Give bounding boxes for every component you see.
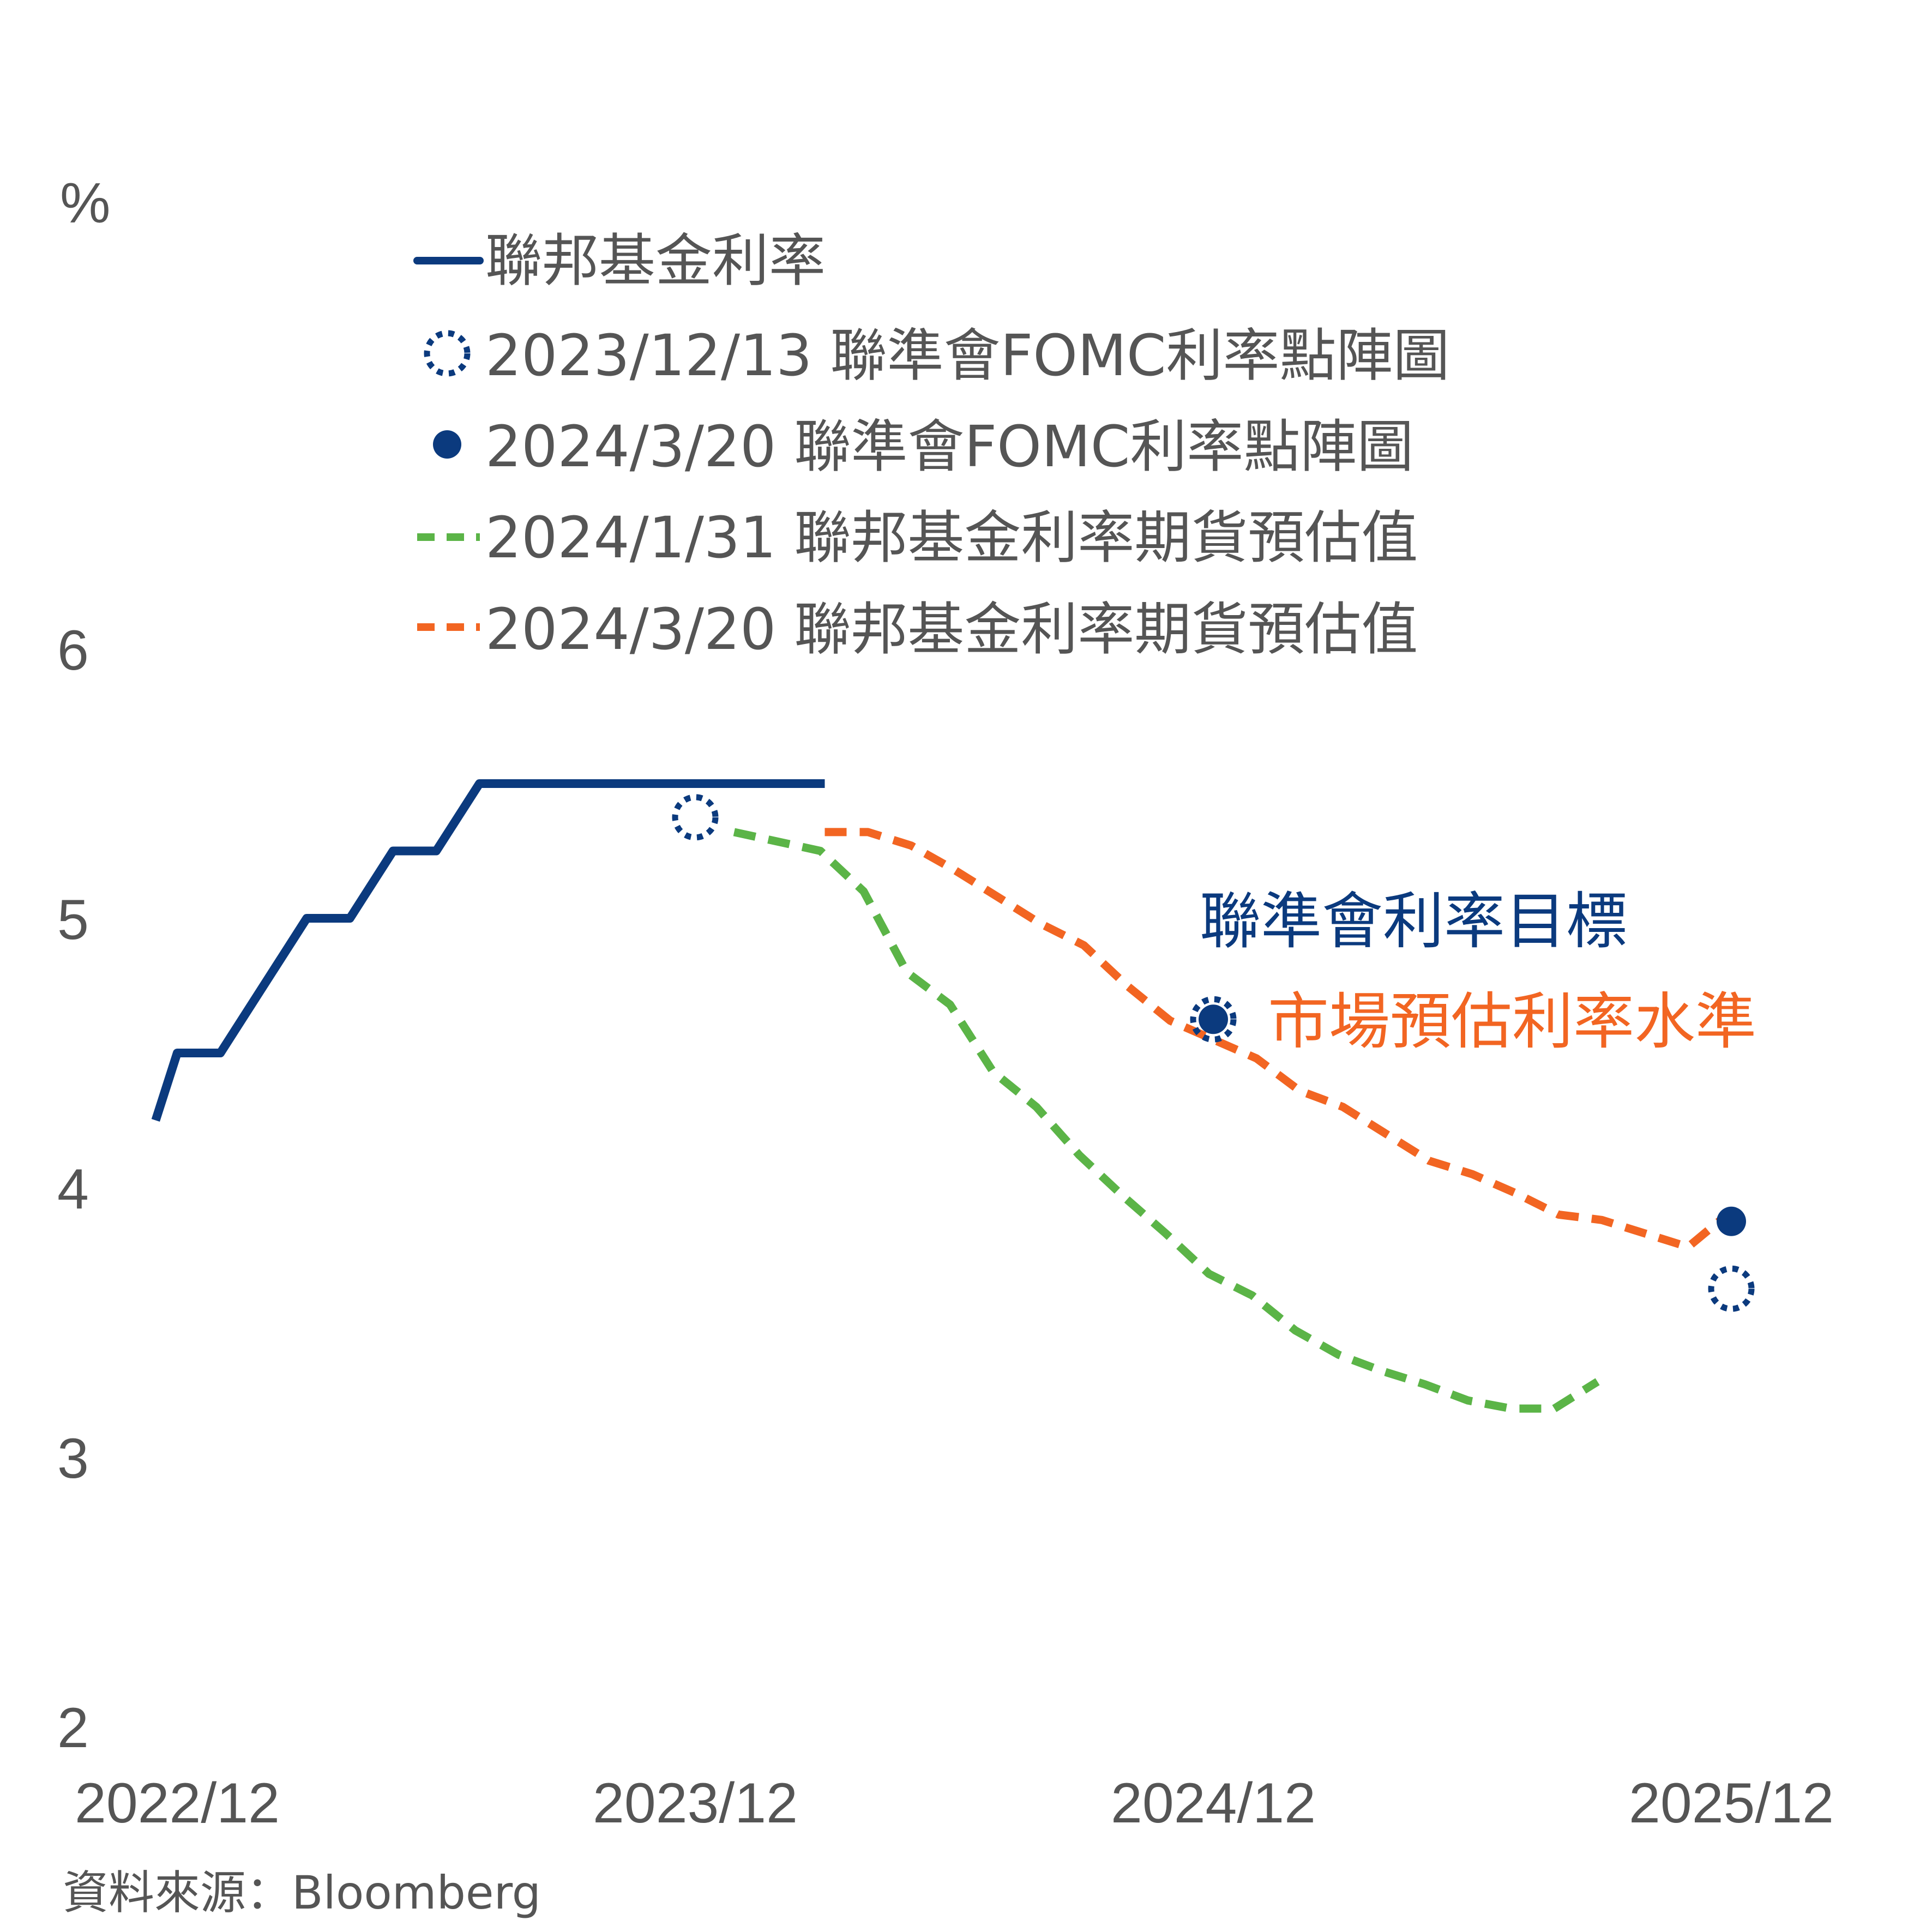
y-tick-label: 2	[57, 1696, 89, 1760]
y-tick-label: 6	[57, 619, 89, 682]
annotation-fed-target: 聯準會利率目標	[1200, 886, 1627, 957]
plot-dots	[672, 794, 1755, 1312]
series-line-1	[733, 828, 1600, 1413]
legend: 聯邦基金利率 2023/12/13 聯準會FOMC利率點陣圖 2024/3/20…	[413, 227, 1450, 663]
x-tick-labels: 2022/12 2023/12 2024/12 2025/12	[75, 1772, 1834, 1835]
x-tick-label: 2024/12	[1111, 1772, 1316, 1835]
annotation-market-estimate: 市場預估利率水準	[1268, 986, 1756, 1057]
legend-swatch-dot-hollow	[424, 330, 471, 377]
x-tick-label: 2023/12	[593, 1772, 798, 1835]
dot-plot-hollow-0	[672, 794, 719, 841]
legend-label: 2024/3/20 聯邦基金利率期貨預估值	[485, 596, 1418, 663]
y-tick-labels: 6 5 4 3 2	[57, 619, 89, 1760]
dot-plot-hollow-1	[1190, 996, 1237, 1043]
legend-swatch-dot-filled	[433, 430, 461, 459]
series-line-0	[151, 779, 825, 1122]
dot-plot-hollow-2	[1708, 1265, 1755, 1312]
legend-label: 2024/3/20 聯準會FOMC利率點陣圖	[485, 413, 1413, 480]
x-tick-label: 2025/12	[1629, 1772, 1834, 1835]
legend-label: 2023/12/13 聯準會FOMC利率點陣圖	[485, 322, 1450, 389]
dot-plot-filled-1	[1717, 1206, 1746, 1236]
legend-label: 聯邦基金利率	[485, 227, 826, 294]
source-note: 資料來源：Bloomberg	[63, 1866, 541, 1919]
y-tick-label: 4	[57, 1158, 89, 1221]
series-line-2	[824, 828, 1730, 1251]
legend-label: 2024/1/31 聯邦基金利率期貨預估值	[485, 504, 1418, 571]
y-tick-label: 3	[57, 1427, 89, 1490]
x-tick-label: 2022/12	[75, 1772, 280, 1835]
dot-plot-filled-0	[1199, 1004, 1228, 1034]
y-tick-label: 5	[57, 888, 89, 952]
y-unit-label: %	[60, 172, 110, 235]
plot-series	[151, 779, 1730, 1413]
